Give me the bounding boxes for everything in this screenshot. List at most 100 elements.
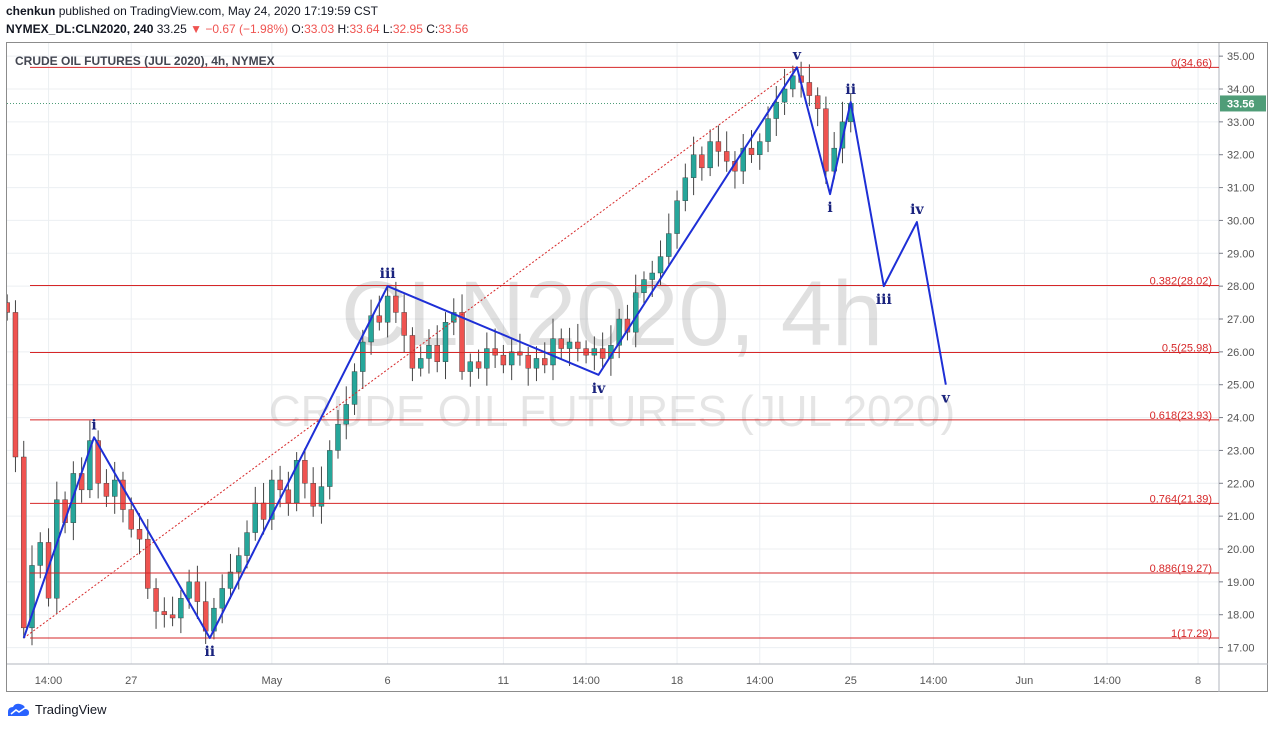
watermark-name: CRUDE OIL FUTURES (JUL 2020): [269, 387, 955, 436]
candle-up: [591, 348, 598, 356]
y-tick-label: 26.00: [1227, 347, 1255, 359]
y-tick-label: 17.00: [1227, 643, 1255, 655]
candle-down: [103, 483, 110, 497]
y-tick-label: 28.00: [1227, 281, 1255, 293]
candle-down: [95, 440, 101, 484]
candle-down: [120, 479, 126, 510]
candle-up: [252, 502, 258, 533]
candle-up: [649, 272, 655, 280]
y-tick-label: 27.00: [1227, 314, 1255, 326]
x-tick-label: May: [261, 675, 282, 687]
candle-down: [434, 345, 440, 362]
candle-down: [459, 312, 465, 372]
x-tick-label: Jun: [1016, 675, 1034, 687]
fib-level-label: 0.5(25.98): [1162, 343, 1212, 355]
candle-up: [657, 256, 664, 274]
candle-up: [508, 351, 515, 366]
author-name[interactable]: chenkun: [6, 4, 56, 18]
candle-up: [682, 177, 689, 201]
current-price-label: 33.56: [1227, 98, 1255, 110]
close-label: C:: [426, 22, 439, 36]
candle-up: [781, 88, 788, 103]
candle-up: [417, 358, 424, 369]
high-label: H:: [337, 22, 350, 36]
candle-up: [707, 141, 713, 169]
candle-up: [831, 147, 837, 172]
x-tick-label: 14:00: [572, 675, 600, 687]
candle-up: [111, 479, 118, 497]
y-tick-label: 18.00: [1227, 610, 1255, 622]
x-tick-label: 11: [498, 675, 509, 687]
candle-up: [426, 345, 432, 359]
x-tick-label: 14:00: [920, 675, 948, 687]
y-tick-label: 21.00: [1227, 511, 1255, 523]
candle-up: [219, 588, 225, 609]
candle-up: [690, 154, 697, 178]
fib-level-label: 0.886(19.27): [1150, 563, 1212, 575]
candle-up: [368, 315, 374, 343]
candle-up: [178, 598, 184, 619]
elliott-wave-path: [22, 66, 947, 640]
x-tick-label: 14:00: [35, 675, 63, 687]
wave-label-ii: ii: [204, 644, 215, 660]
candle-up: [740, 147, 746, 172]
y-tick-label: 33.00: [1227, 117, 1255, 129]
candle-down: [21, 456, 27, 629]
candle-up: [29, 565, 35, 629]
x-tick-label: 8: [1195, 675, 1201, 687]
wave-label-i: i: [91, 417, 96, 433]
candle-down: [715, 141, 722, 152]
wave-label-v: v: [941, 391, 951, 407]
candle-down: [525, 354, 531, 369]
chart-title: CRUDE OIL FUTURES (JUL 2020), 4h, NYMEX: [15, 54, 275, 68]
candle-up: [467, 361, 474, 372]
close-value: 33.56: [438, 22, 469, 36]
candle-up: [757, 141, 763, 155]
candle-up: [633, 292, 639, 333]
candle-down: [583, 348, 589, 356]
wave-label-iii: iii: [876, 292, 892, 308]
wave-label-iv: iv: [910, 202, 924, 218]
candle-down: [169, 614, 176, 619]
candle-up: [773, 101, 779, 119]
price-change: −0.67 (−1.98%): [205, 22, 289, 36]
last-price: 33.25: [156, 22, 187, 36]
candle-down: [145, 538, 151, 589]
fib-level-label: 0.382(28.02): [1150, 275, 1212, 287]
y-tick-label: 24.00: [1227, 413, 1255, 425]
tradingview-logo-icon: [8, 703, 29, 716]
ohlc-header: NYMEX_DL:CLN2020, 240 33.25 ▼ −0.67 (−1.…: [6, 22, 468, 36]
candle-up: [442, 322, 449, 362]
publish-info: chenkun published on TradingView.com, Ma…: [6, 4, 378, 18]
candle-up: [674, 200, 680, 234]
candle-up: [641, 279, 647, 293]
candle-down: [748, 147, 755, 155]
y-tick-label: 29.00: [1227, 248, 1255, 260]
candle-down: [161, 611, 168, 615]
y-tick-label: 34.00: [1227, 84, 1255, 96]
candle-down: [575, 341, 581, 349]
candle-down: [823, 108, 829, 172]
candle-up: [566, 341, 573, 349]
tradingview-brand: TradingView: [35, 702, 107, 717]
candle-up: [244, 532, 250, 556]
candle-down: [12, 312, 19, 458]
candle-down: [302, 460, 308, 484]
candle-up: [227, 571, 234, 589]
tradingview-footer[interactable]: TradingView: [6, 702, 107, 717]
change-arrow-icon: ▼: [190, 22, 202, 36]
y-tick-label: 30.00: [1227, 215, 1255, 227]
y-tick-label: 23.00: [1227, 445, 1255, 457]
candle-up: [236, 555, 242, 573]
candle-down: [260, 502, 267, 520]
candle-up: [550, 338, 556, 366]
candle-down: [376, 315, 383, 323]
candle-up: [666, 233, 672, 257]
candle-down: [45, 542, 52, 599]
candle-down: [699, 154, 705, 169]
candle-up: [451, 312, 457, 323]
candle-up: [384, 295, 391, 323]
chart-frame: [6, 42, 1268, 692]
candle-up: [343, 404, 349, 425]
